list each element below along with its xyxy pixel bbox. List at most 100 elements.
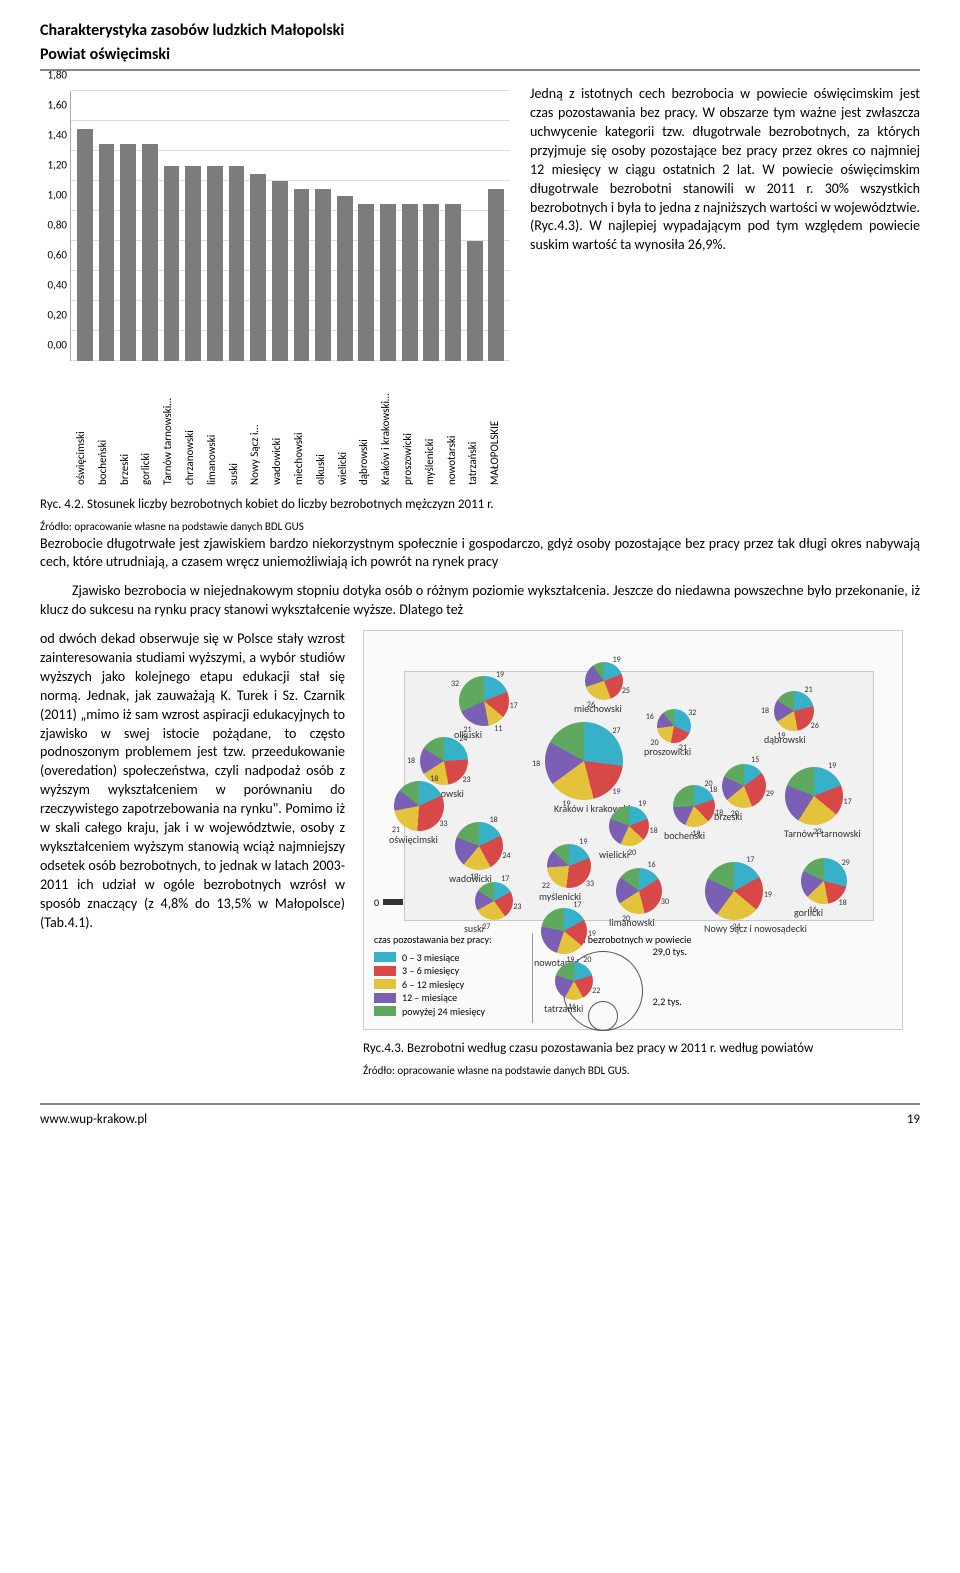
pie-tatrzanski: 202216tatrzański (555, 962, 593, 1000)
bar-slot (335, 91, 355, 361)
footer-page: 19 (907, 1111, 920, 1129)
x-tick-label: Tarnów tarnowski… (161, 363, 183, 488)
bar-slot (292, 91, 312, 361)
bar (423, 204, 439, 362)
pie-region-label: gorlicki (794, 906, 823, 920)
pie-bochenski: 201819bocheński (673, 785, 715, 827)
bar-slot (183, 91, 203, 361)
bar-slot (227, 91, 247, 361)
bar (250, 174, 266, 362)
bar (467, 241, 483, 361)
pie-value: 25 (622, 686, 630, 697)
y-tick-label: 1,40 (35, 129, 67, 144)
pie-value: 17 (844, 797, 852, 808)
bar (207, 166, 223, 361)
pie-value: 19 (613, 787, 621, 798)
pie-value: 32 (688, 708, 696, 719)
pie-tarnow: 191723Tarnów i tarnowski (785, 767, 843, 825)
bar-chart-caption: Ryc. 4.2. Stosunek liczby bezrobotnych k… (40, 496, 510, 514)
pie-oswiecimski: 183321oświęcimski (394, 781, 444, 831)
x-tick-label: tatrzański (466, 363, 488, 488)
pie-value: 19 (579, 837, 587, 848)
pie-chart (657, 709, 691, 743)
pie-olkuski: 1917112132olkuski (459, 676, 509, 726)
bar (294, 189, 310, 362)
bar-slot (400, 91, 420, 361)
y-tick-label: 0,20 (35, 309, 67, 324)
bar (164, 166, 180, 361)
lead-paragraph: Zjawisko bezrobocia w niejednakowym stop… (40, 582, 920, 620)
pie-value: 18 (715, 808, 723, 819)
pie-value: 19 (828, 761, 836, 772)
y-tick-label: 1,80 (35, 69, 67, 84)
pie-value: 21 (805, 685, 813, 696)
pie-value: 29 (842, 858, 850, 869)
pie-value: 20 (704, 779, 712, 790)
pie-value: 17 (501, 874, 509, 885)
x-tick-label: myślenicki (423, 363, 445, 488)
pie-value: 18 (839, 898, 847, 909)
bar (99, 144, 115, 362)
bar (380, 204, 396, 362)
pie-nowysacz: 171924Nowy Sącz i nowosądecki (705, 862, 763, 920)
pie-region-label: dąbrowski (764, 733, 806, 747)
x-tick-label: suski (227, 363, 249, 488)
pie-value: 33 (439, 819, 447, 830)
legend-label: 3 – 6 miesięcy (402, 964, 459, 978)
pie-region-label: miechowski (574, 702, 622, 716)
pie-value: 18 (761, 706, 769, 717)
x-tick-label: proszowicki (401, 363, 423, 488)
pie-value: 16 (647, 860, 655, 871)
y-tick-label: 1,00 (35, 189, 67, 204)
pie-value: 16 (646, 712, 654, 723)
pie-value: 20 (583, 955, 591, 966)
pie-value: 20 (628, 848, 636, 859)
page-subtitle: Powiat oświęcimski (40, 44, 920, 66)
legend-row: 0 – 3 miesiące (374, 951, 492, 965)
bar-slot (75, 91, 95, 361)
x-tick-label: nowotarski (445, 363, 467, 488)
pie-value: 27 (613, 726, 621, 737)
bar (272, 181, 288, 361)
bar (185, 166, 201, 361)
map-source: Źródło: opracowanie własne na podstawie … (363, 1064, 920, 1079)
legend-label: powyżej 24 miesięcy (402, 1005, 485, 1019)
pie-value: 19 (588, 929, 596, 940)
bar-slot (270, 91, 290, 361)
y-tick-label: 0,40 (35, 279, 67, 294)
bar-slot (248, 91, 268, 361)
x-tick-label: wadowicki (270, 363, 292, 488)
x-tick-label: brzeski (118, 363, 140, 488)
pie-value: 18 (407, 756, 415, 767)
x-tick-label: MAŁOPOLSKIE (488, 363, 510, 488)
pie-region-label: limanowski (609, 916, 655, 930)
pie-chart (394, 781, 444, 831)
footer-url: www.wup-krakow.pl (40, 1111, 147, 1129)
pie-chart (722, 764, 766, 808)
right-text-block: Jedną z istotnych cech bezrobocia w powi… (530, 85, 920, 534)
pie-value: 32 (451, 679, 459, 690)
bottom-section: od dwóch dekad obserwuje się w Polsce st… (40, 630, 920, 1078)
bar-slot (357, 91, 377, 361)
pie-chart (555, 962, 593, 1000)
y-tick-label: 1,20 (35, 159, 67, 174)
x-tick-label: bocheński (96, 363, 118, 488)
legend-row: 6 – 12 miesięcy (374, 978, 492, 992)
bar-slot (97, 91, 117, 361)
pie-brzeski: 15292018brzeski (722, 764, 766, 808)
bar-slot (205, 91, 225, 361)
bar (402, 204, 418, 362)
pie-nowotarski: 171919nowotarski (541, 908, 587, 954)
pie-chart (774, 691, 814, 731)
header-rule (40, 69, 920, 71)
bar-slot (140, 91, 160, 361)
pie-chart (705, 862, 763, 920)
bar-slot (162, 91, 182, 361)
x-tick-label: wielicki (336, 363, 358, 488)
legend-swatch (374, 1006, 396, 1016)
pie-region-label: tatrzański (544, 1002, 583, 1016)
bar-slot (313, 91, 333, 361)
pie-chart (547, 844, 591, 888)
legend-swatch (374, 993, 396, 1003)
bar (315, 189, 331, 362)
